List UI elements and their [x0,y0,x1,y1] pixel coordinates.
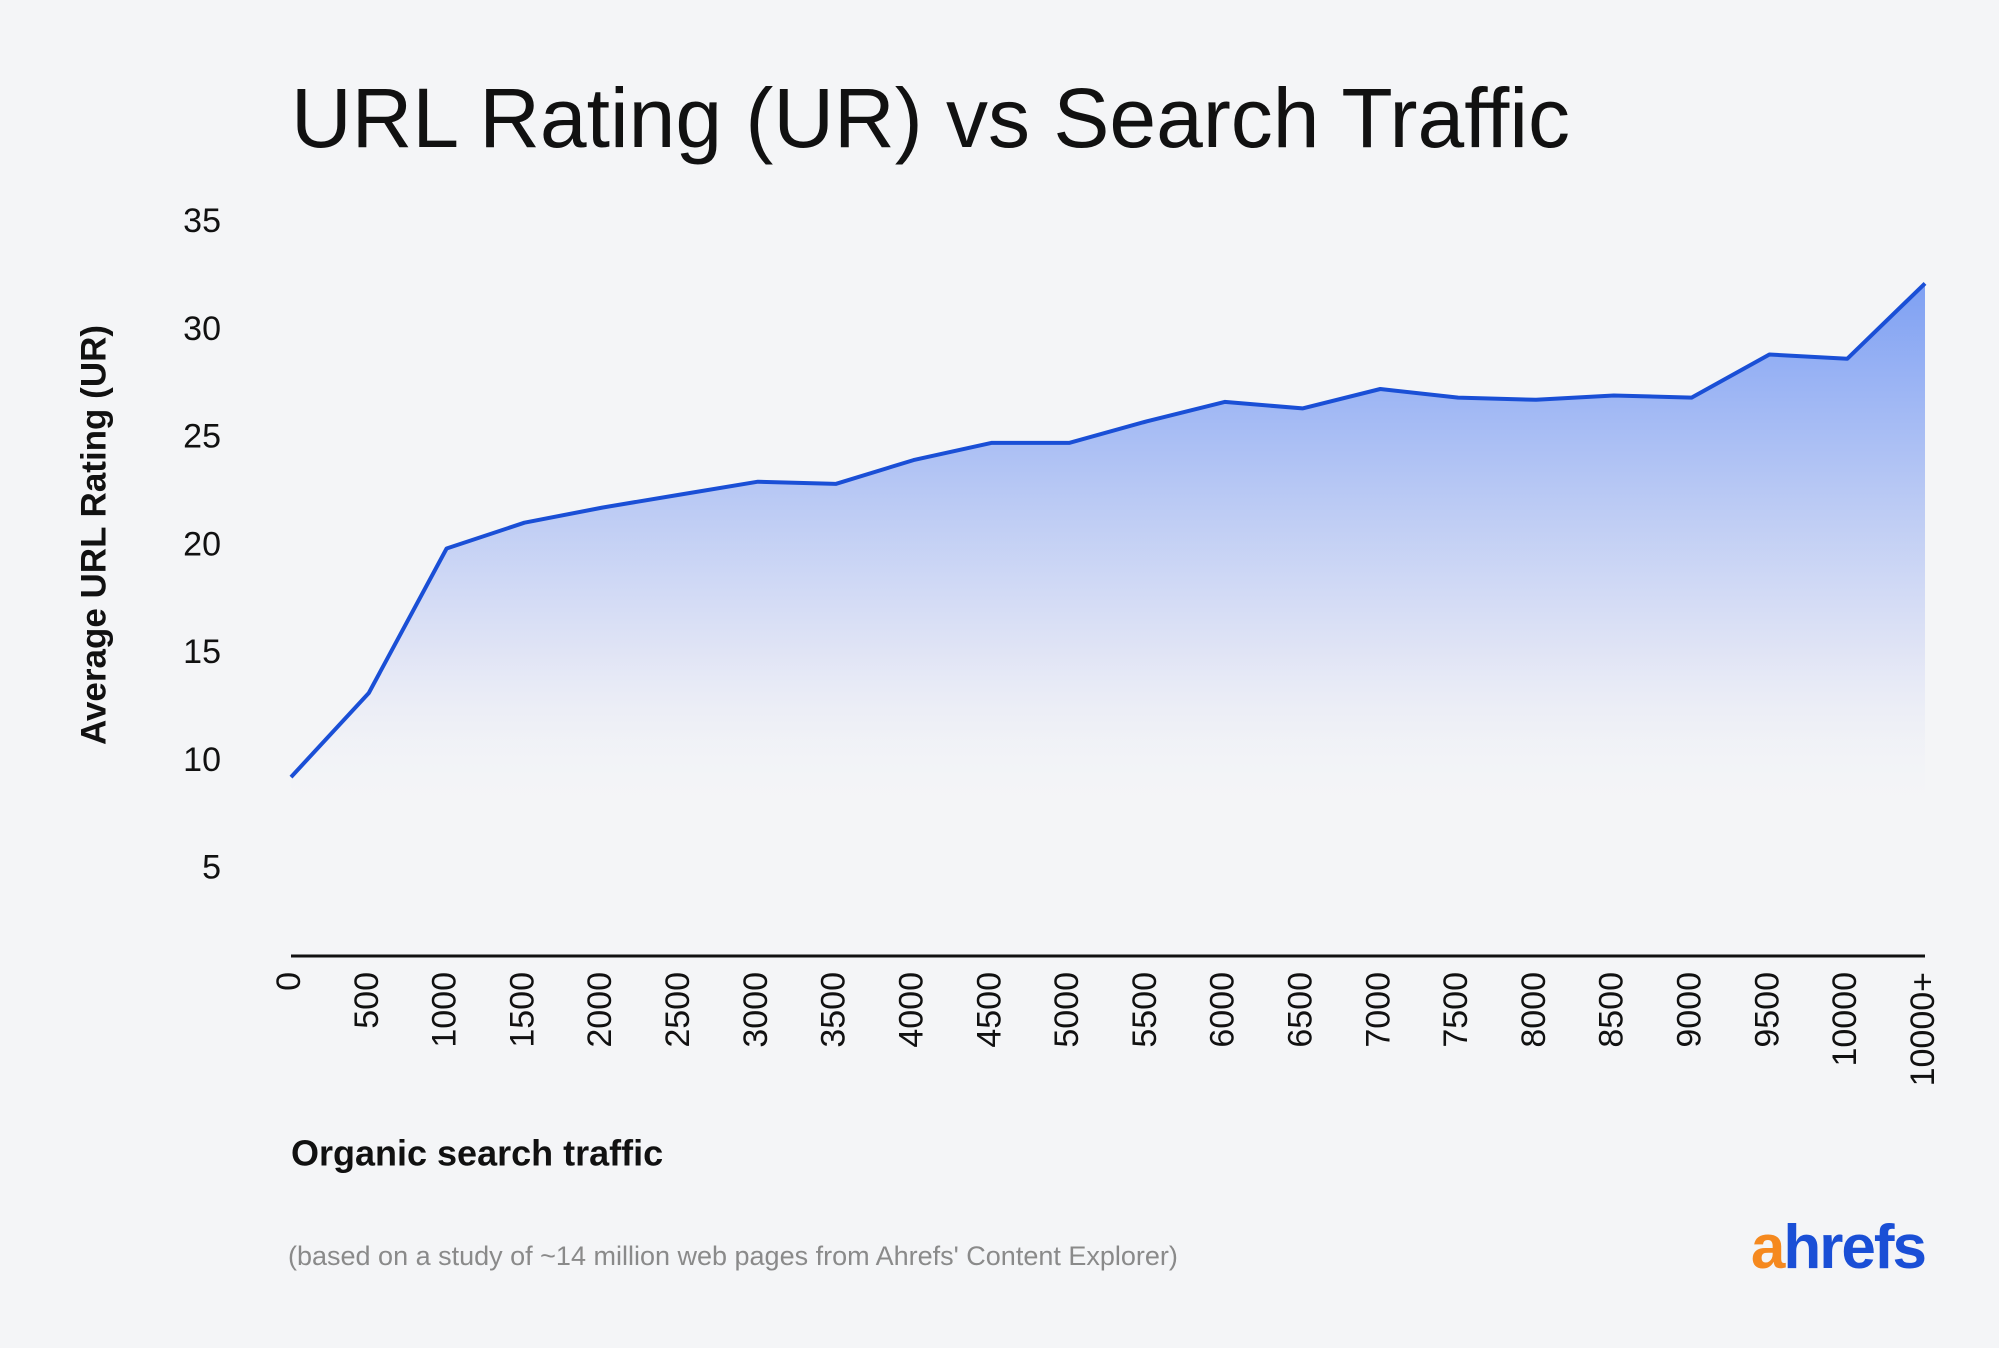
x-tick-label: 7000 [1359,972,1397,1048]
x-tick-label: 6500 [1282,972,1320,1048]
logo-accent: a [1751,1213,1786,1282]
plot: 5 10 15 20 25 30 35 0 500 1000 1500 2000 2500 3000 350… [183,202,1942,1086]
x-tick-label: 3500 [815,972,853,1048]
x-tick-label: 10000+ [1904,972,1942,1086]
x-tick-label: 1000 [426,972,464,1048]
footnote: (based on a study of ~14 million web pag… [288,1241,1178,1271]
y-tick-label: 25 [183,418,221,456]
x-tick-label: 2500 [659,972,697,1048]
y-tick-label: 30 [183,310,221,348]
area [291,283,1925,816]
x-tick-label: 3000 [737,972,775,1048]
x-tick-label: 10000 [1826,972,1864,1067]
x-tick-label: 7500 [1437,972,1475,1048]
x-tick-label: 4000 [892,972,930,1048]
line [289,281,1927,779]
x-tick-label: 8500 [1593,972,1631,1048]
y-tick-label: 10 [183,741,221,779]
x-tick-label: 0 [270,972,308,991]
x-tick-label: 1500 [503,972,541,1048]
y-tick-label: 5 [202,849,221,887]
y-tick-label: 35 [183,202,221,240]
x-axis-label: Organic search traffic [291,1133,663,1174]
x-tick-label: 2000 [581,972,619,1048]
x-tick-label: 9000 [1671,972,1709,1048]
x-tick-label: 9500 [1748,972,1786,1048]
x-tick-label: 5500 [1126,972,1164,1048]
x-tick-label: 500 [348,972,386,1029]
y-tick-label: 20 [183,525,221,563]
chart-title: URL Rating (UR) vs Search Traffic [291,71,1570,165]
x-tick-label: 8000 [1515,972,1553,1048]
x-tick-label: 5000 [1048,972,1086,1048]
x-tick-label: 6000 [1204,972,1242,1048]
y-tick-label: 15 [183,633,221,671]
logo-rest: hrefs [1783,1213,1925,1282]
y-axis-label: Average URL Rating (UR) [74,325,113,745]
logo: ahrefs [1751,1213,1925,1282]
x-tick-label: 4500 [970,972,1008,1048]
